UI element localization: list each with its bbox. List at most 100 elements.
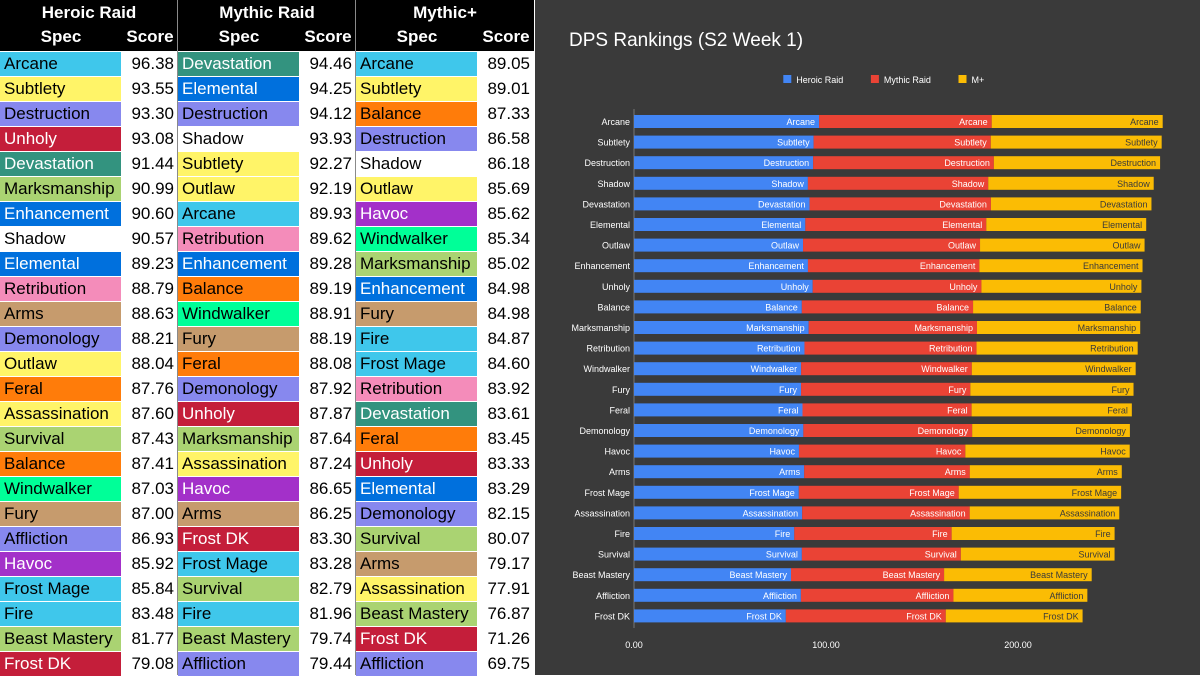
score-cell: 85.69	[478, 177, 533, 201]
spec-cell: Subtlety	[178, 152, 299, 176]
score-cell: 77.91	[478, 577, 533, 601]
table-row: Enhancement 90.60	[0, 202, 178, 227]
category-label: Arcane	[601, 117, 630, 127]
category-label: Marksmanship	[571, 323, 630, 333]
table-row: Marksmanship 87.64	[178, 427, 356, 452]
score-cell: 85.92	[122, 552, 177, 576]
bar-data-label: Arms	[1097, 467, 1118, 477]
bar-data-label: Fury	[948, 385, 967, 395]
bar-segment	[634, 485, 799, 499]
bar-segment	[634, 321, 809, 334]
spec-cell: Unholy	[356, 452, 477, 476]
bar-data-label: Arcane	[787, 117, 816, 127]
spec-cell: Affliction	[178, 652, 299, 676]
bar-data-label: Survival	[925, 550, 957, 560]
score-cell: 89.93	[300, 202, 355, 226]
score-cell: 94.46	[300, 52, 355, 76]
table-row: Survival 80.07	[356, 527, 534, 552]
category-label: Unholy	[602, 282, 631, 292]
score-table: Mythic Raid Spec Score Devastation 94.46 Elem…	[178, 0, 356, 676]
score-cell: 85.84	[122, 577, 177, 601]
spec-cell: Assassination	[178, 452, 299, 476]
bar-segment	[958, 485, 1122, 499]
score-cell: 79.17	[478, 552, 533, 576]
table-row: Frost Mage 85.84	[0, 577, 178, 602]
score-column-header: Score	[126, 27, 174, 46]
table-row: Balance 87.33	[356, 102, 534, 127]
table-row: Assassination 87.24	[178, 452, 356, 477]
spec-cell: Feral	[356, 427, 477, 451]
spec-cell: Demonology	[0, 327, 121, 351]
bar-data-label: Balance	[937, 302, 970, 312]
bar-data-label: Arcane	[1130, 117, 1159, 127]
bar-segment	[945, 609, 1083, 623]
spec-cell: Unholy	[0, 127, 121, 151]
table-row: Windwalker 88.91	[178, 302, 356, 327]
bar-data-label: Beast Mastery	[729, 570, 787, 580]
table-row: Balance 87.41	[0, 452, 178, 477]
legend-label: M+	[972, 75, 985, 85]
category-label: Subtlety	[597, 138, 630, 148]
score-cell: 87.64	[300, 427, 355, 451]
bar-segment	[813, 156, 994, 170]
bar-segment	[634, 238, 804, 252]
score-cell: 79.44	[300, 652, 355, 676]
bar-segment	[634, 362, 802, 376]
spec-cell: Destruction	[0, 102, 121, 126]
spec-cell: Devastation	[0, 152, 121, 176]
spec-cell: Outlaw	[178, 177, 299, 201]
bar-segment	[804, 341, 977, 355]
spec-cell: Enhancement	[0, 202, 121, 226]
bar-data-label: Retribution	[929, 344, 973, 354]
bar-data-label: Destruction	[944, 158, 990, 168]
score-cell: 93.93	[300, 127, 355, 151]
spec-cell: Survival	[0, 427, 121, 451]
bar-data-label: Shadow	[952, 179, 985, 189]
table-row: Destruction 93.30	[0, 102, 178, 127]
score-cell: 87.43	[122, 427, 177, 451]
spec-cell: Beast Mastery	[0, 627, 121, 651]
table-row: Unholy 83.33	[356, 452, 534, 477]
score-cell: 93.30	[122, 102, 177, 126]
spec-cell: Enhancement	[356, 277, 477, 301]
table-row: Havoc 85.92	[0, 552, 178, 577]
table-row: Windwalker 87.03	[0, 477, 178, 502]
chart-plot: Heroic Raid Mythic Raid M+ Arcane Arcane Arca…	[571, 75, 1163, 650]
table-row: Demonology 88.21	[0, 327, 178, 352]
bar-data-label: Retribution	[1090, 344, 1134, 354]
score-cell: 71.26	[478, 627, 533, 651]
bar-segment	[800, 588, 954, 602]
table-divider	[355, 0, 356, 675]
bar-data-label: Beast Mastery	[1030, 570, 1088, 580]
spec-cell: Retribution	[178, 227, 299, 251]
bar-segment	[634, 218, 806, 231]
score-cell: 86.25	[300, 502, 355, 526]
spec-column-header: Spec	[218, 27, 260, 46]
score-cell: 89.19	[300, 277, 355, 301]
spec-column-header: Spec	[40, 27, 82, 46]
table-row: Affliction 86.93	[0, 527, 178, 552]
bar-segment	[634, 424, 804, 437]
bar-segment	[969, 465, 1122, 479]
score-cell: 91.44	[122, 152, 177, 176]
bar-segment	[804, 465, 970, 479]
bar-segment	[988, 176, 1154, 190]
bar-segment	[960, 547, 1115, 561]
bar-data-label: Marksmanship	[1078, 323, 1137, 333]
bar-segment	[634, 300, 802, 314]
spec-cell: Frost Mage	[0, 577, 121, 601]
bar-segment	[794, 527, 952, 540]
bar-data-label: Fire	[775, 529, 791, 539]
category-label: Feral	[609, 405, 630, 415]
table-row: Arcane 89.05	[356, 52, 534, 77]
bar-data-label: Outlaw	[948, 241, 977, 251]
spec-cell: Arcane	[356, 52, 477, 76]
table-row: Outlaw 92.19	[178, 177, 356, 202]
spec-cell: Fury	[356, 302, 477, 326]
table-row: Balance 89.19	[178, 277, 356, 302]
score-cell: 88.91	[300, 302, 355, 326]
bar-segment	[634, 259, 808, 273]
category-label: Demonology	[579, 426, 630, 436]
score-cell: 89.23	[122, 252, 177, 276]
spec-cell: Fire	[178, 602, 299, 626]
